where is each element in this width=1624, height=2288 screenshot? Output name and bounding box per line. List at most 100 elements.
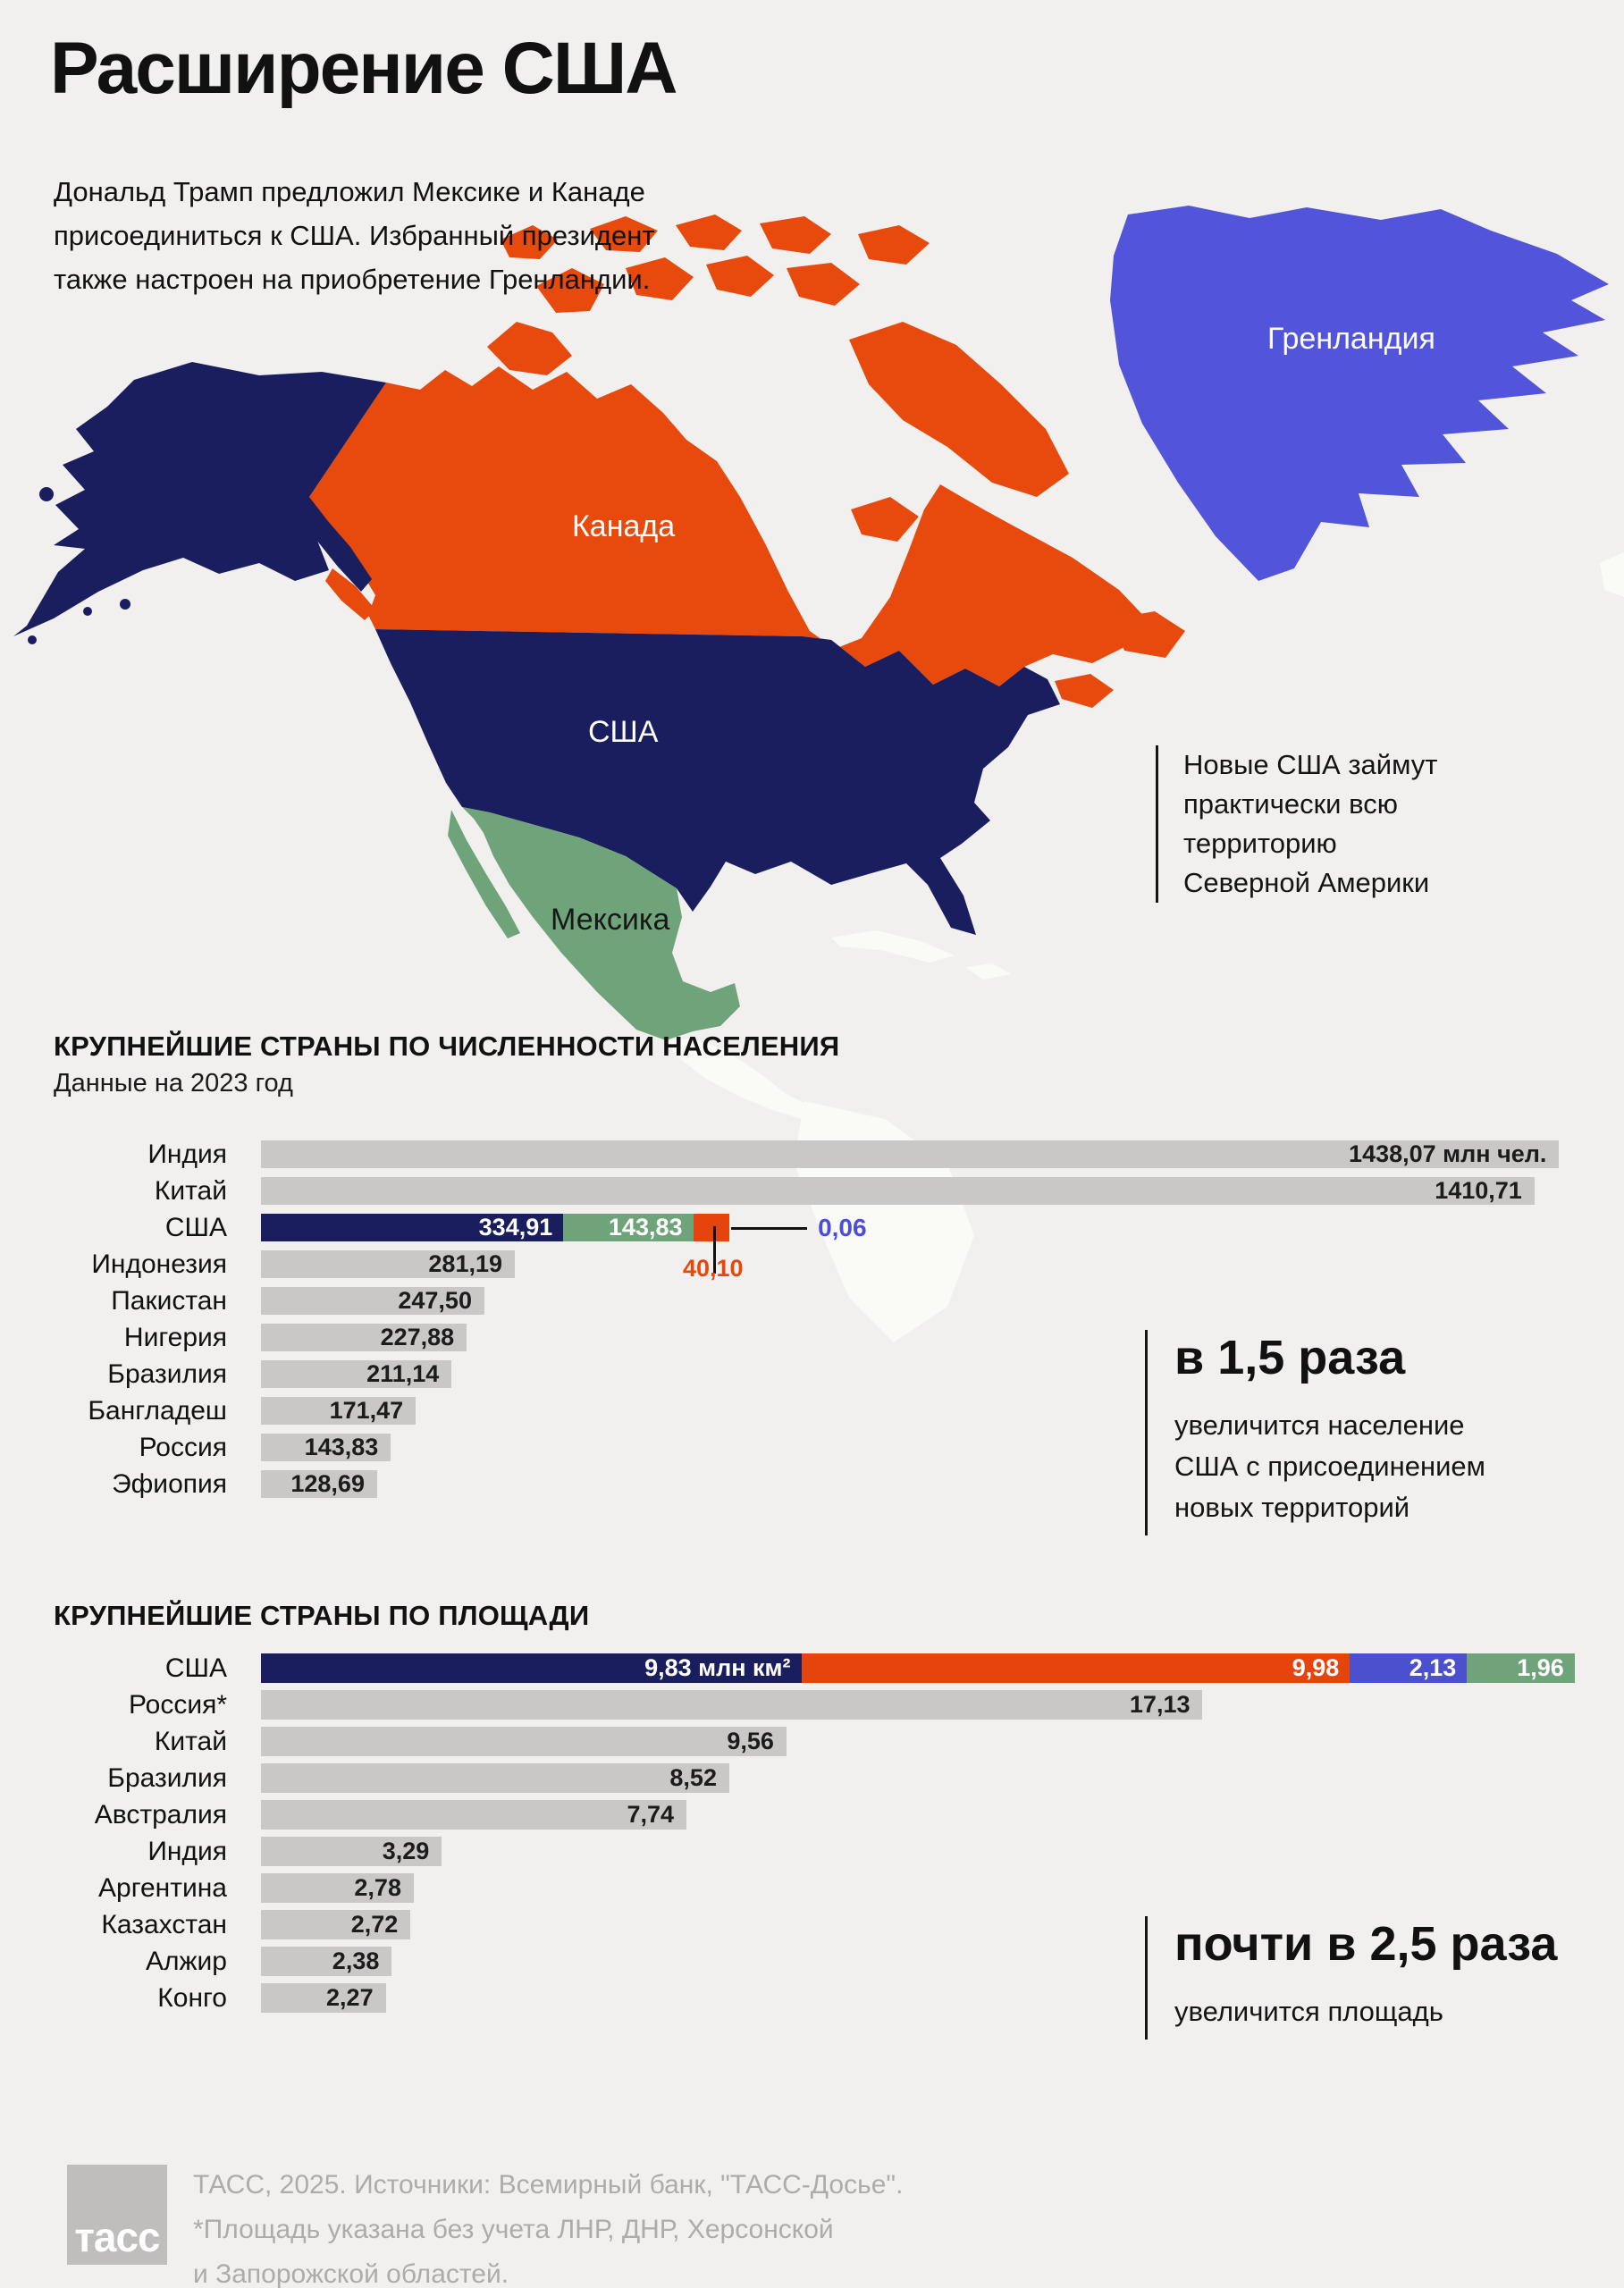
bar-value: 281,19 xyxy=(428,1250,502,1277)
bar-row: Индия 3,29 xyxy=(36,1837,1591,1866)
bar-category-label: Эфиопия xyxy=(112,1469,227,1499)
bar-value: 8,52 xyxy=(669,1764,717,1791)
page-title: Расширение США xyxy=(50,28,677,109)
population-chart-title: КРУПНЕЙШИЕ СТРАНЫ ПО ЧИСЛЕННОСТИ НАСЕЛЕН… xyxy=(54,1030,840,1062)
bar-category-label: Индия xyxy=(147,1140,227,1169)
area-callout: почти в 2,5 раза увеличится площадь xyxy=(1145,1916,1557,2040)
map-annotation: Новые США займут практически всю террито… xyxy=(1156,745,1460,903)
bar-category-label: Россия* xyxy=(128,1690,227,1720)
bar-row: Бангладеш 171,47 xyxy=(36,1397,1591,1425)
mexico-shape xyxy=(448,807,740,1040)
bar-category-label: Алжир xyxy=(145,1947,227,1976)
bar-category-label: Бразилия xyxy=(107,1359,227,1389)
bar-row: Австралия 7,74 xyxy=(36,1800,1591,1830)
population-callout-headline: в 1,5 раза xyxy=(1174,1331,1406,1384)
tass-logo: тасс xyxy=(67,2165,167,2265)
bar-row: Россия* 17,13 xyxy=(36,1690,1591,1720)
bar-value: 2,27 xyxy=(326,1984,374,2011)
bar-value: 2,72 xyxy=(350,1911,399,1938)
usa-map-label: США xyxy=(588,715,659,749)
bar: 247,50 xyxy=(261,1287,484,1315)
connector-line xyxy=(712,1225,716,1274)
bar: 128,69 xyxy=(261,1470,377,1498)
bar-row: Казахстан 2,72 xyxy=(36,1910,1591,1939)
area-chart-title: КРУПНЕЙШИЕ СТРАНЫ ПО ПЛОЩАДИ xyxy=(54,1600,590,1631)
bar-row: Китай 9,56 xyxy=(36,1727,1591,1756)
bar-value: 1410,71 xyxy=(1435,1177,1522,1204)
bar-row: Бразилия 8,52 xyxy=(36,1763,1591,1793)
bar: 2,38 xyxy=(261,1947,392,1976)
bar: 17,13 xyxy=(261,1690,1203,1720)
stacked-segment-США: 9,83 млн км² xyxy=(261,1653,802,1683)
bar-row: Конго 2,27 xyxy=(36,1983,1591,2013)
bar-value: 227,88 xyxy=(380,1324,455,1350)
bar-category-label: Австралия xyxy=(94,1800,227,1830)
bar-value: 3,29 xyxy=(382,1838,430,1864)
population-callout: в 1,5 раза увеличится население США с пр… xyxy=(1145,1330,1532,1535)
bar-category-label: Бангладеш xyxy=(88,1396,227,1426)
bar-value: 17,13 xyxy=(1129,1691,1191,1718)
bar-row: Россия 143,83 xyxy=(36,1434,1591,1461)
bar-category-label: Россия xyxy=(139,1433,227,1462)
bar: 1410,71 xyxy=(261,1177,1535,1205)
area-bar-chart: США 9,83 млн км² 9,98 2,13 1,96 Россия* 17,13 К… xyxy=(36,1653,1591,2038)
bar-value: 128,69 xyxy=(290,1470,365,1497)
bar-row: Индия 1438,07 млн чел. xyxy=(36,1140,1591,1168)
footer-line: ТАСС, 2025. Источники: Всемирный банк, "… xyxy=(193,2170,904,2200)
segment-value-right: 0,06 xyxy=(818,1214,867,1241)
bar: 211,14 xyxy=(261,1360,452,1388)
bar: 1438,07 млн чел. xyxy=(261,1140,1560,1168)
area-callout-text: увеличится площадь xyxy=(1174,1996,1443,2027)
stacked-segment-США: 334,91 xyxy=(261,1214,564,1241)
bar: 2,78 xyxy=(261,1873,414,1903)
stacked-segment-Гренландия: 2,13 xyxy=(1350,1653,1468,1683)
intro-paragraph: Дональд Трамп предложил Мексике и Канаде… xyxy=(54,176,655,295)
bar: 3,29 xyxy=(261,1837,442,1866)
population-bar-chart: Индия 1438,07 млн чел. Китай 1410,71 США 334,… xyxy=(36,1140,1591,1525)
stacked-segment-Мексика: 143,83 xyxy=(563,1214,694,1241)
bar-row: Пакистан 247,50 xyxy=(36,1287,1591,1315)
bar-category-label: Казахстан xyxy=(101,1910,227,1939)
bar-value: 143,83 xyxy=(304,1434,379,1460)
stacked-segment-Канада: 9,98 xyxy=(801,1653,1351,1683)
stacked-segment-Мексика: 1,96 xyxy=(1467,1653,1575,1683)
connector-line xyxy=(731,1226,808,1230)
bar-category-label: Пакистан xyxy=(111,1286,227,1316)
usa-shape xyxy=(13,362,1060,935)
bar-category-label: Нигерия xyxy=(123,1323,227,1352)
area-callout-headline: почти в 2,5 раза xyxy=(1174,1917,1558,1971)
bar-row: США 9,83 млн км² 9,98 2,13 1,96 xyxy=(36,1653,1591,1683)
bar-row: Бразилия 211,14 xyxy=(36,1360,1591,1388)
bar-row: Нигерия 227,88 xyxy=(36,1324,1591,1351)
bar: 2,72 xyxy=(261,1910,411,1939)
bar-row: Индонезия 281,19 xyxy=(36,1250,1591,1278)
population-callout-text: увеличится население США с присоединение… xyxy=(1174,1409,1485,1523)
greenland-map-label: Гренландия xyxy=(1267,322,1435,356)
bar-category-label: Бразилия xyxy=(107,1763,227,1793)
bar-value: 247,50 xyxy=(398,1287,472,1314)
footer-line: *Площадь указана без учета ЛНР, ДНР, Хер… xyxy=(193,2215,834,2244)
bar-category-label: США xyxy=(164,1653,227,1683)
bar: 227,88 xyxy=(261,1324,467,1351)
population-chart-subtitle: Данные на 2023 год xyxy=(54,1069,293,1098)
segment-value-below: 40,10 xyxy=(683,1255,744,1282)
bar-row: Китай 1410,71 xyxy=(36,1177,1591,1205)
canada-map-label: Канада xyxy=(572,509,675,543)
footer-source-note: ТАСС, 2025. Источники: Всемирный банк, "… xyxy=(193,2163,903,2288)
bar-row: Аргентина 2,78 xyxy=(36,1873,1591,1903)
bar-value: 7,74 xyxy=(627,1801,674,1828)
bar-category-label: Индия xyxy=(147,1837,227,1866)
bar-value: 2,78 xyxy=(354,1874,401,1901)
bar: 281,19 xyxy=(261,1250,515,1278)
bar: 2,27 xyxy=(261,1983,386,2013)
bar-row: Алжир 2,38 xyxy=(36,1947,1591,1976)
tass-logo-text: тасс xyxy=(74,2214,160,2260)
bar-category-label: Аргентина xyxy=(98,1873,227,1903)
footer-line: и Запорожской областей. xyxy=(193,2259,509,2288)
mexico-map-label: Мексика xyxy=(551,903,669,937)
stacked-segment-Канада xyxy=(693,1214,730,1241)
bar-value: 9,56 xyxy=(727,1728,774,1754)
bar-value: 1438,07 млн чел. xyxy=(1349,1140,1547,1167)
bar-category-label: Китай xyxy=(154,1176,227,1206)
